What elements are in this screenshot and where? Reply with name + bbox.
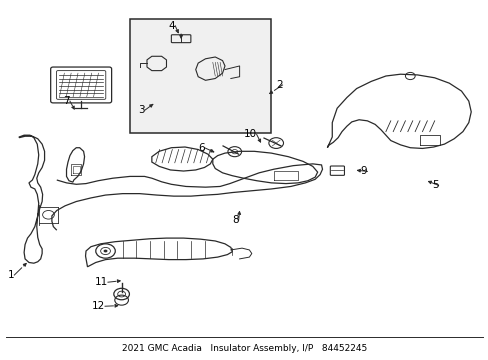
Bar xyxy=(130,19,271,134)
Text: 1: 1 xyxy=(8,270,14,280)
Circle shape xyxy=(103,249,107,252)
Text: 4: 4 xyxy=(168,21,175,31)
Text: 7: 7 xyxy=(63,96,70,106)
Text: 2: 2 xyxy=(275,80,282,90)
Text: 8: 8 xyxy=(231,215,238,225)
Text: 11: 11 xyxy=(95,277,108,287)
Text: 12: 12 xyxy=(92,301,105,311)
Text: 9: 9 xyxy=(360,166,366,176)
Text: 10: 10 xyxy=(243,130,256,139)
Text: 5: 5 xyxy=(431,180,438,190)
Text: 3: 3 xyxy=(138,105,145,115)
Text: 2021 GMC Acadia   Insulator Assembly, I/P   84452245: 2021 GMC Acadia Insulator Assembly, I/P … xyxy=(122,344,366,353)
Text: 6: 6 xyxy=(198,143,204,153)
